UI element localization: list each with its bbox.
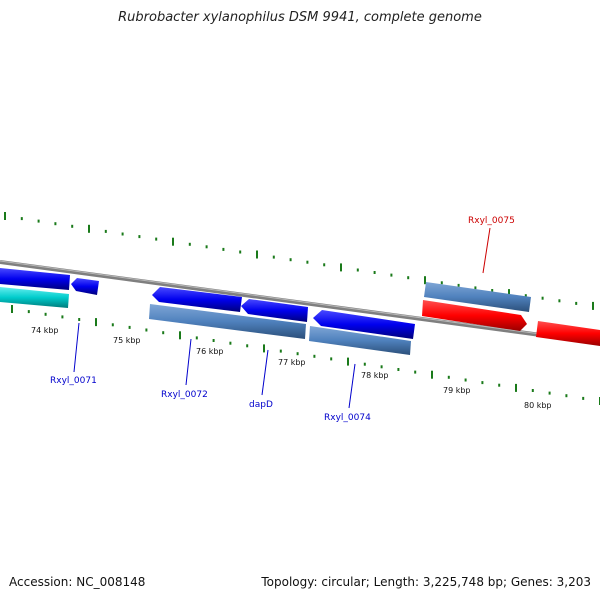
- gene-label-rxyl-0072[interactable]: Rxyl_0072: [161, 390, 208, 400]
- leader-line: [482, 227, 491, 274]
- gene-reverse-dapd[interactable]: [241, 299, 308, 322]
- kbp-label: 76 kbp: [196, 347, 224, 356]
- gene-label-rxyl-0074[interactable]: Rxyl_0074: [324, 413, 371, 423]
- kbp-label: 75 kbp: [113, 336, 141, 345]
- map-title: Rubrobacter xylanophilus DSM 9941, compl…: [118, 10, 482, 25]
- kbp-label: 74 kbp: [31, 326, 59, 335]
- kbp-labels: 74 kbp 75 kbp 76 kbp 77 kbp 78 kbp 79 kb…: [31, 326, 552, 410]
- kbp-label: 79 kbp: [443, 386, 471, 395]
- leader-line: [261, 349, 269, 396]
- gene-forward-next[interactable]: [536, 321, 600, 346]
- gene-reverse-rxyl-0074[interactable]: [313, 310, 415, 339]
- gene-label-rxyl-0071[interactable]: Rxyl_0071: [50, 376, 97, 386]
- outer-tick-ring: [4, 212, 594, 310]
- rna-feature[interactable]: [0, 287, 69, 308]
- genome-backbone: [0, 260, 600, 345]
- leader-line: [73, 322, 80, 373]
- gene-reverse-rxyl-0070[interactable]: [0, 268, 70, 290]
- gene-reverse-rxyl-0072[interactable]: [152, 287, 242, 312]
- cds-forward-rxyl-0075[interactable]: [424, 282, 531, 312]
- cds-reverse-rxyl-0072-dapd[interactable]: [149, 304, 306, 339]
- gene-forward-rxyl-0075[interactable]: [422, 300, 527, 331]
- inner-tick-ring: [11, 305, 600, 405]
- leader-lines: [73, 227, 491, 409]
- kbp-label: 77 kbp: [278, 358, 306, 367]
- kbp-label: 80 kbp: [524, 401, 552, 410]
- genome-stats-text: Topology: circular; Length: 3,225,748 bp…: [261, 575, 591, 589]
- genome-backbone-highlight: [0, 260, 600, 343]
- gene-labels: Rxyl_0071 Rxyl_0072 dapD Rxyl_0074 Rxyl_…: [50, 216, 515, 423]
- cds-reverse-rxyl-0074[interactable]: [309, 326, 411, 355]
- gene-label-rxyl-0075[interactable]: Rxyl_0075: [468, 216, 515, 226]
- leader-line: [185, 338, 192, 386]
- accession-text: Accession: NC_008148: [9, 575, 146, 589]
- gene-reverse-rxyl-0071[interactable]: [71, 278, 99, 295]
- leader-line: [348, 363, 356, 409]
- kbp-label: 78 kbp: [361, 371, 389, 380]
- gene-label-dapd[interactable]: dapD: [249, 400, 273, 410]
